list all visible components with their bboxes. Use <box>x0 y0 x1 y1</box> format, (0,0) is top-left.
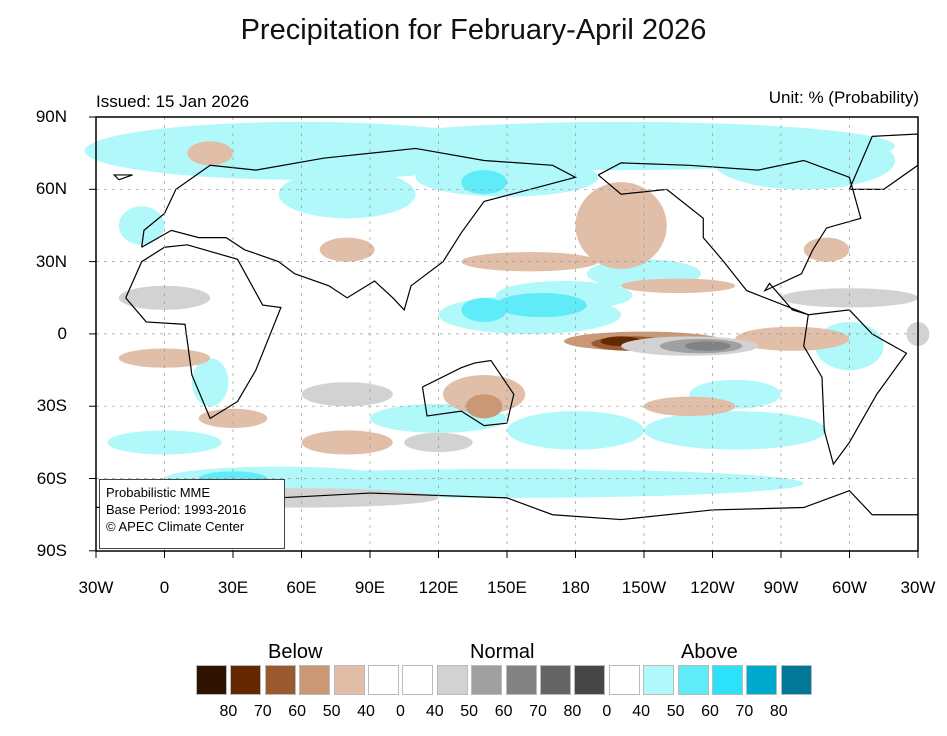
legend-label: 70 <box>529 703 547 720</box>
legend-label: 80 <box>219 703 238 720</box>
near-normal-area <box>404 432 473 453</box>
legend-category-below: Below <box>268 641 323 663</box>
above-normal-area <box>118 206 165 245</box>
near-normal-area <box>118 285 211 310</box>
x-tick-label: 30W <box>78 578 114 597</box>
x-tick-label: 0 <box>159 578 170 597</box>
y-tick-label: 60S <box>36 468 67 488</box>
legend-swatch <box>677 665 709 695</box>
y-tick-label: 90S <box>36 540 67 560</box>
legend-swatch <box>333 665 365 695</box>
x-tick-label: 150E <box>487 578 527 597</box>
x-tick-label: 120E <box>418 578 459 597</box>
coastline <box>112 174 133 181</box>
legend-swatch <box>540 665 571 695</box>
legend-swatch <box>230 665 262 695</box>
legend-swatch <box>746 665 778 695</box>
above-normal-strong-area <box>461 297 507 322</box>
legend-swatch <box>196 665 227 695</box>
x-tick-label: 90E <box>354 578 386 597</box>
legend-label: 50 <box>460 703 479 720</box>
coastline <box>597 159 862 316</box>
y-tick-label: 60N <box>35 179 67 199</box>
near-normal-strong-area <box>685 341 731 351</box>
above-normal-area <box>643 411 827 450</box>
below-normal-area <box>319 237 375 262</box>
legend-label: 80 <box>769 703 788 720</box>
above-normal-area <box>107 430 222 455</box>
info-line: Base Period: 1993-2016 <box>106 502 247 517</box>
legend-label: 60 <box>494 703 513 720</box>
legend-swatch <box>264 665 296 695</box>
below-normal-moderate-area <box>465 394 503 419</box>
below-normal-area <box>187 141 233 166</box>
legend-swatch <box>712 665 743 695</box>
legend-swatch <box>574 665 606 695</box>
legend-label: 40 <box>357 703 375 720</box>
legend-swatch <box>780 665 812 695</box>
unit-label: Unit: % (Probability) <box>768 88 919 107</box>
legend-swatch <box>643 665 675 695</box>
below-normal-area <box>621 278 736 294</box>
y-tick-label: 0 <box>57 323 67 343</box>
map-title: Precipitation for February-April 2026 <box>240 14 707 46</box>
info-line: © APEC Climate Center <box>106 519 245 534</box>
info-line: Probabilistic MME <box>106 485 211 500</box>
y-tick-label: 90N <box>35 107 67 126</box>
near-normal-area <box>780 288 918 308</box>
below-normal-area <box>575 182 667 269</box>
below-normal-area <box>735 326 850 351</box>
below-normal-area <box>198 408 268 428</box>
x-tick-label: 150W <box>621 578 667 597</box>
coastline <box>421 359 515 427</box>
legend-swatch <box>402 665 434 695</box>
issued-date: Issued: 15 Jan 2026 <box>96 92 250 111</box>
above-normal-area <box>191 358 229 407</box>
x-tick-label: 60E <box>286 578 317 597</box>
below-normal-area <box>803 237 850 262</box>
legend-label: 50 <box>322 703 341 720</box>
x-tick-label: 30W <box>900 578 936 597</box>
x-tick-label: 60W <box>832 578 867 597</box>
legend-label: 60 <box>701 703 719 720</box>
info-box: Probabilistic MME Base Period: 1993-2016… <box>99 479 285 549</box>
coastline <box>125 244 282 420</box>
coastline <box>803 309 908 466</box>
x-tick-label: 180 <box>561 578 590 597</box>
coastline <box>95 489 918 521</box>
legend-label: 80 <box>563 703 582 720</box>
above-normal-area <box>415 158 599 197</box>
y-tick-label: 30S <box>36 396 67 416</box>
above-normal-strong-area <box>495 293 587 318</box>
y-tick-label: 30N <box>35 251 67 271</box>
legend-label: 40 <box>425 703 444 720</box>
x-tick-label: 90W <box>763 578 799 597</box>
legend-swatch <box>368 665 399 695</box>
below-normal-area <box>301 430 393 455</box>
x-tick-label: 120W <box>690 578 735 597</box>
above-normal-strong-area <box>461 170 507 195</box>
legend-label: 70 <box>735 703 754 720</box>
legend-label: 0 <box>602 703 612 720</box>
legend-category-normal: Normal <box>470 641 535 663</box>
near-normal-area <box>301 382 393 407</box>
legend-swatch <box>436 665 468 695</box>
x-tick-label: 30E <box>217 578 249 597</box>
legend-label: 50 <box>666 703 685 720</box>
legend-swatch <box>299 665 331 695</box>
legend-category-above: Above <box>681 641 738 663</box>
legend-swatch <box>608 665 640 695</box>
above-normal-area <box>278 170 416 219</box>
legend-label: 40 <box>632 703 651 720</box>
legend-label: 0 <box>395 703 405 720</box>
legend-swatch <box>471 665 503 695</box>
legend-label: 60 <box>288 703 307 720</box>
legend-swatch <box>505 665 537 695</box>
legend-label: 70 <box>253 703 272 720</box>
